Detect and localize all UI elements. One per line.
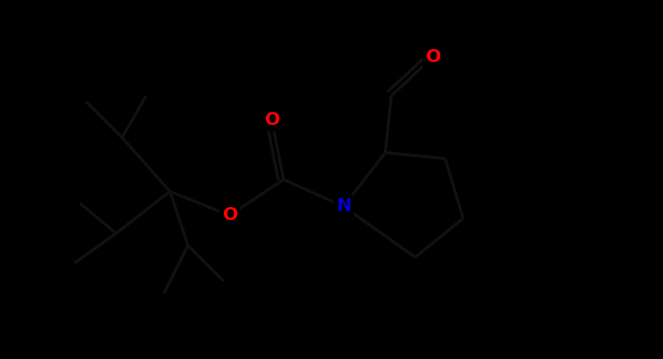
Text: N: N (336, 197, 351, 215)
Text: O: O (222, 206, 237, 224)
Text: O: O (264, 111, 279, 129)
Text: O: O (426, 48, 441, 66)
